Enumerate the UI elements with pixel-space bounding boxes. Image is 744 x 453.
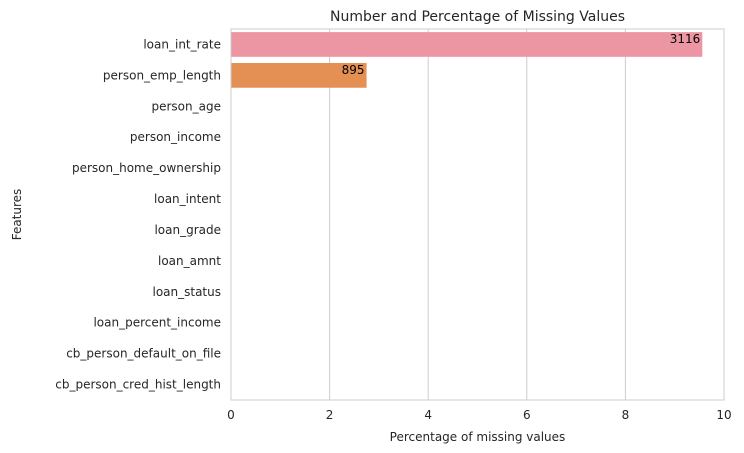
y-tick-label: person_home_ownership: [72, 161, 221, 175]
x-tick-label: 2: [326, 408, 334, 422]
y-tick-label: loan_percent_income: [93, 316, 221, 330]
y-tick-label: loan_int_rate: [143, 37, 221, 51]
y-tick-label: person_age: [152, 99, 222, 113]
x-tick-labels: 0 2 4 6 8 10: [227, 408, 731, 422]
bar-value-label: 3116: [670, 32, 701, 46]
bar-value-label: 895: [342, 63, 365, 77]
x-tick-label: 8: [622, 408, 630, 422]
y-tick-label: loan_status: [152, 285, 221, 299]
y-tick-label: loan_grade: [154, 223, 221, 237]
y-tick-label: person_income: [130, 130, 221, 144]
x-tick-label: 10: [716, 408, 731, 422]
bar: [231, 32, 703, 57]
chart-title: Number and Percentage of Missing Values: [330, 9, 625, 25]
y-tick-label: person_emp_length: [103, 68, 221, 82]
y-tick-label: cb_person_default_on_file: [66, 347, 221, 361]
bar: [231, 63, 367, 88]
y-axis-label: Features: [10, 189, 24, 241]
bars: [231, 32, 703, 88]
y-tick-labels: loan_int_rate person_emp_length person_age…: [55, 37, 221, 391]
x-tick-label: 0: [227, 408, 235, 422]
bar-value-labels: 3116 895: [342, 32, 701, 77]
y-tick-label: loan_intent: [154, 192, 221, 206]
plot-frame: [230, 28, 725, 401]
y-tick-label: cb_person_cred_hist_length: [55, 378, 221, 392]
x-tick-label: 6: [523, 408, 531, 422]
y-tick-label: loan_amnt: [158, 254, 221, 268]
x-tick-label: 4: [424, 408, 432, 422]
x-axis-label: Percentage of missing values: [390, 430, 566, 444]
